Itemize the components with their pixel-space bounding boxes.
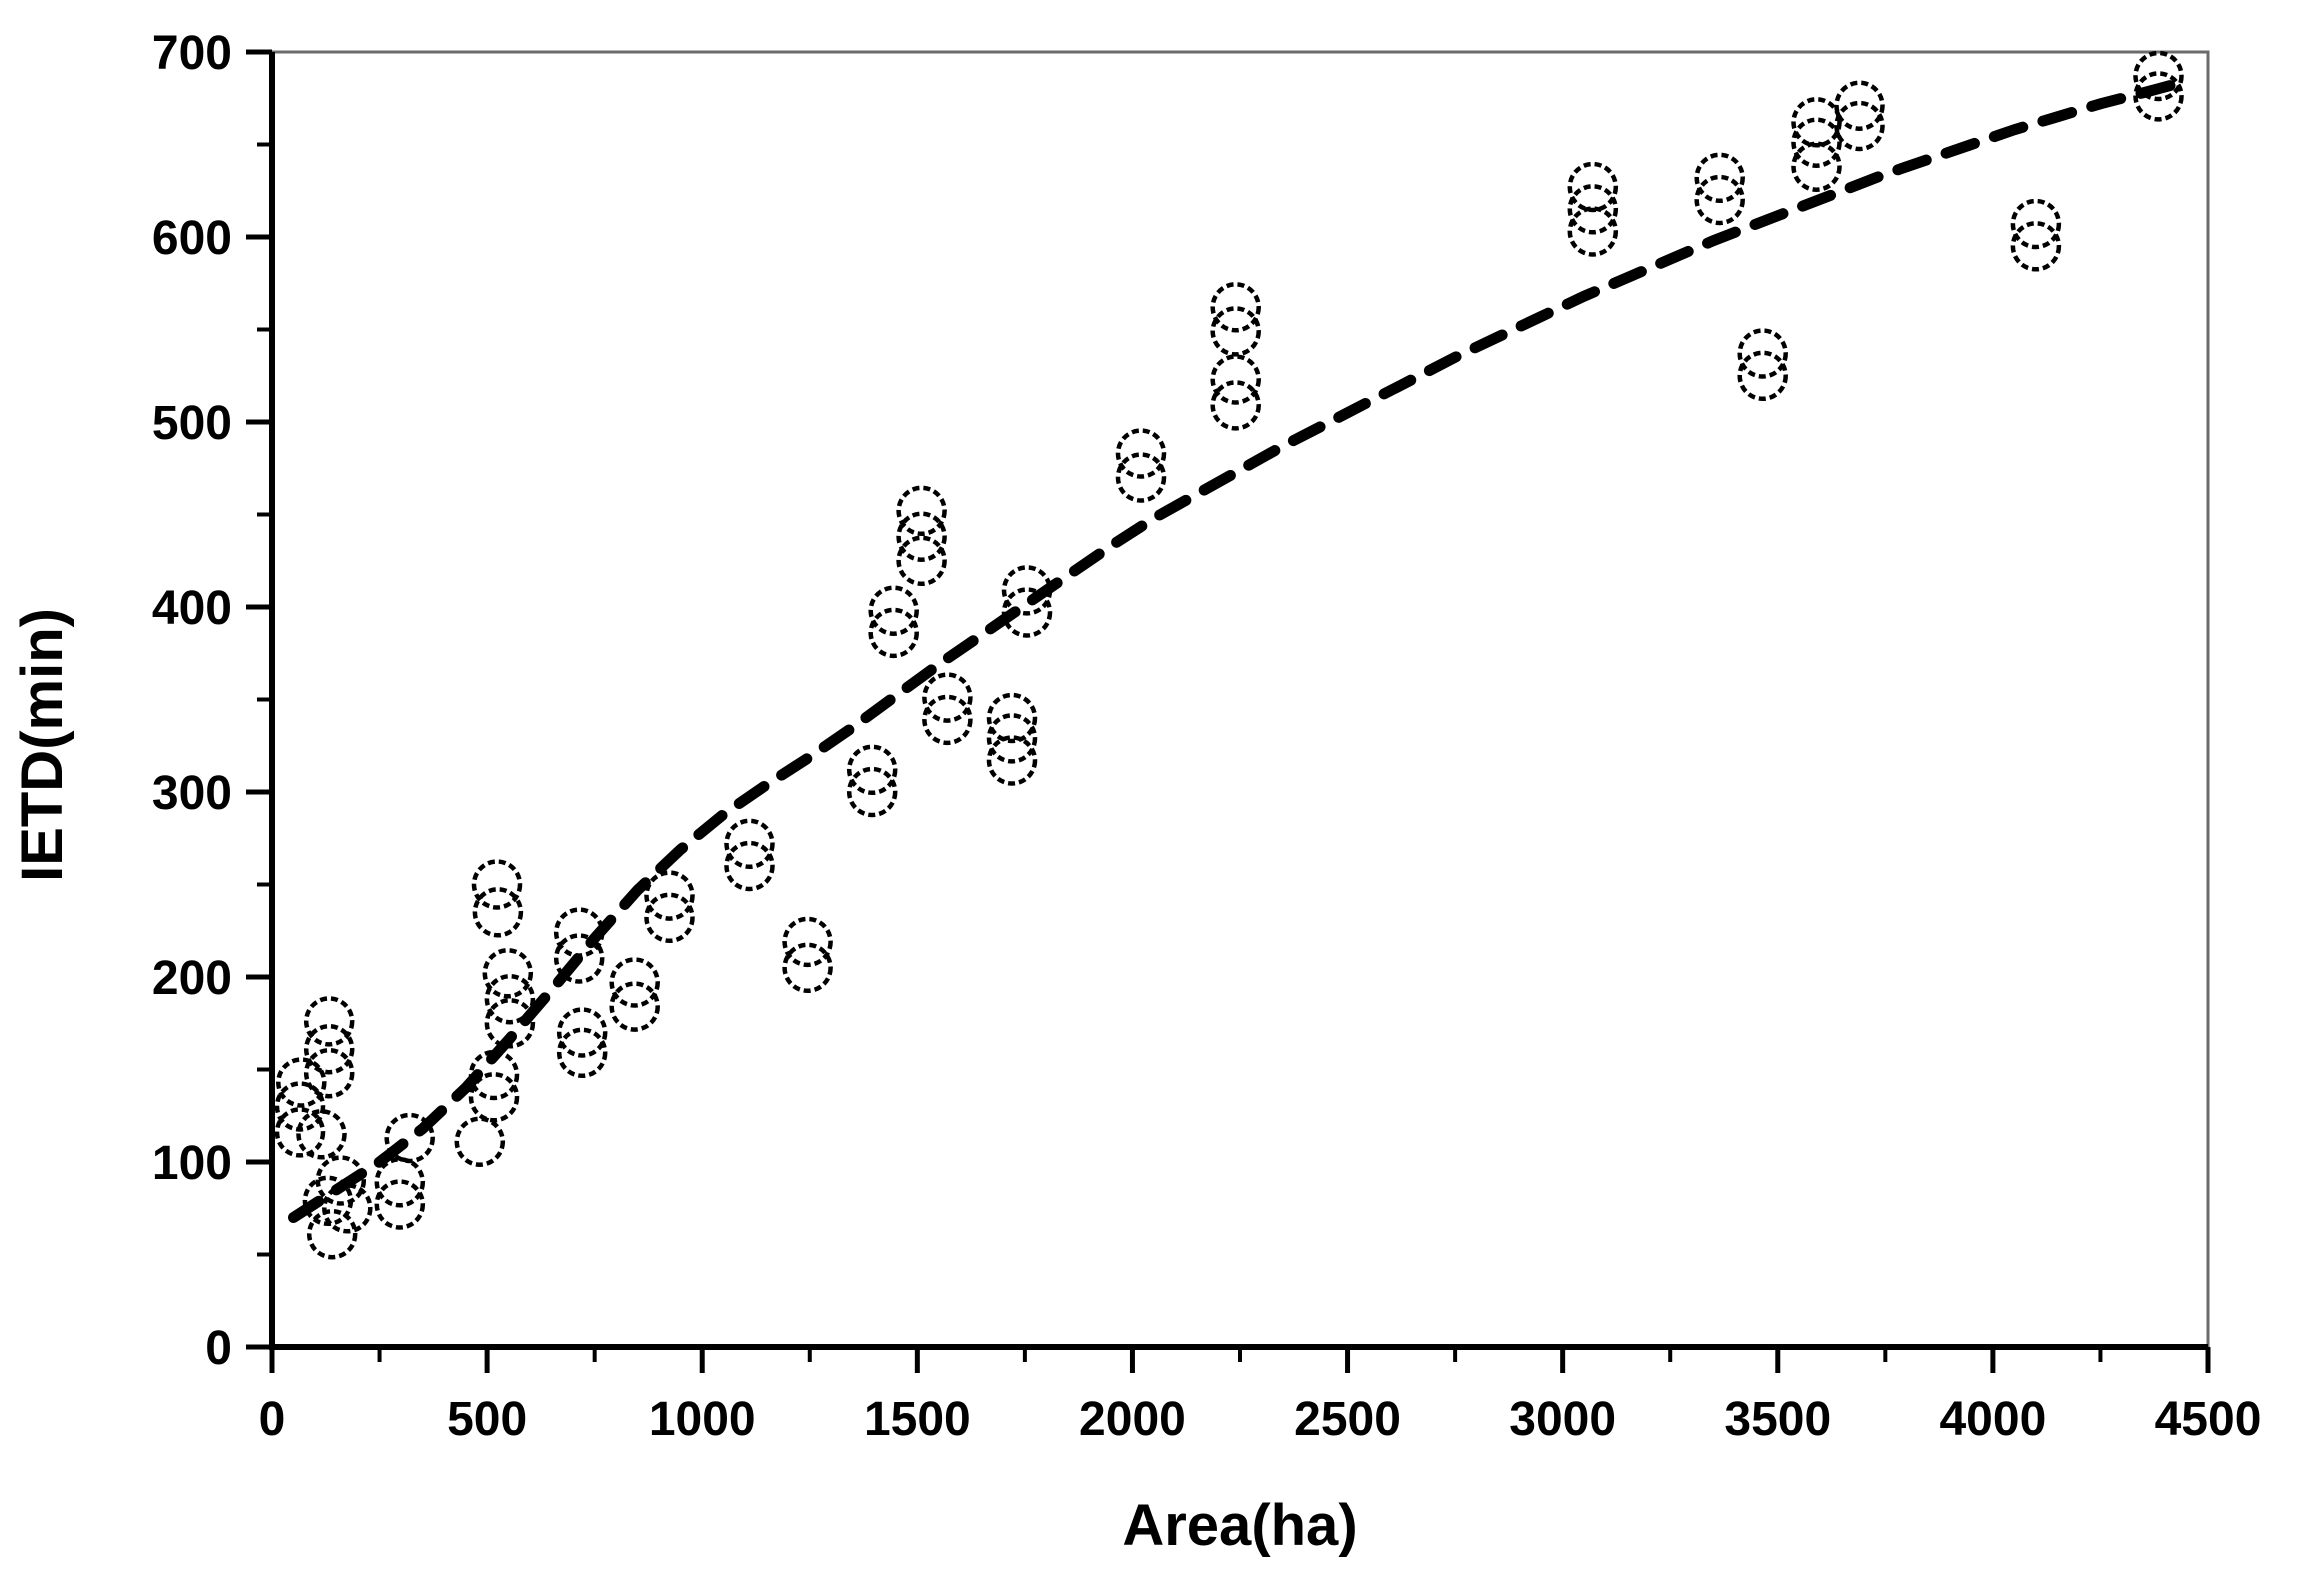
data-point	[1115, 452, 1167, 503]
x-axis-title: Area(ha)	[1122, 1493, 1357, 1558]
data-point	[303, 1023, 355, 1075]
data-point	[296, 1109, 347, 1160]
data-point	[782, 916, 833, 968]
data-point	[303, 1047, 355, 1099]
data-point	[471, 859, 523, 910]
data-point	[306, 1208, 358, 1260]
data-point	[482, 948, 534, 999]
x-tick-label: 3500	[1724, 1393, 1831, 1446]
data-point	[724, 818, 775, 870]
data-point	[374, 1179, 426, 1230]
data-point	[1791, 97, 1842, 148]
data-point	[315, 1155, 367, 1206]
data-point	[846, 744, 898, 796]
y-tick-label: 700	[152, 27, 232, 80]
x-tick-label: 1500	[864, 1393, 971, 1446]
y-tick-label: 500	[152, 397, 232, 450]
data-point	[322, 1183, 373, 1234]
data-point	[2010, 198, 2062, 250]
data-point	[1737, 328, 1788, 379]
data-point	[1567, 161, 1619, 213]
y-tick-label: 300	[152, 767, 232, 820]
data-point	[553, 907, 605, 958]
data-point	[1567, 206, 1619, 257]
y-axis-title: IETD(min)	[10, 608, 75, 882]
data-point	[609, 957, 660, 1008]
y-tick-label: 100	[152, 1137, 232, 1190]
data-point	[1001, 587, 1053, 638]
data-point	[454, 1116, 506, 1167]
data-point	[986, 735, 1038, 786]
data-point	[846, 766, 898, 818]
data-point	[276, 1057, 327, 1108]
data-point	[553, 933, 605, 984]
data-point	[472, 887, 524, 938]
data-point	[374, 1157, 426, 1208]
x-tick-label: 500	[447, 1393, 527, 1446]
x-tick-label: 1000	[649, 1393, 756, 1446]
data-point	[896, 485, 947, 537]
data-point	[644, 892, 695, 944]
data-point	[1001, 565, 1053, 616]
data-point	[1115, 428, 1167, 479]
data-point	[1834, 100, 1885, 152]
data-point	[2010, 221, 2062, 272]
data-point	[556, 1007, 608, 1058]
data-point	[986, 692, 1038, 744]
chart-render-layer: 0 100 200 300 400 500 600 700 0 500 1000 1500 2000 25…	[152, 27, 2261, 1446]
data-point	[2133, 50, 2184, 102]
data-point	[896, 511, 947, 562]
data-point	[644, 870, 695, 921]
data-point	[1567, 184, 1619, 235]
data-point	[484, 973, 536, 1025]
data-point	[1210, 380, 1261, 431]
data-point	[1834, 80, 1885, 131]
data-point	[724, 840, 775, 892]
data-point	[274, 1081, 326, 1132]
data-point	[556, 1027, 608, 1079]
x-tick-label: 0	[259, 1393, 286, 1446]
data-point	[468, 1049, 520, 1101]
data-point	[2133, 71, 2184, 122]
data-point	[484, 998, 536, 1049]
data-point	[468, 1072, 520, 1123]
y-tick-label: 200	[152, 952, 232, 1005]
data-point	[1694, 152, 1745, 204]
y-tick-label: 0	[205, 1322, 232, 1375]
data-point	[1737, 350, 1788, 402]
data-point	[868, 607, 919, 659]
data-point	[303, 996, 355, 1047]
y-tick-label: 400	[152, 582, 232, 635]
data-point	[986, 713, 1038, 764]
data-point	[896, 535, 947, 587]
data-point	[1694, 174, 1745, 226]
data-point	[868, 585, 919, 636]
data-point	[1210, 306, 1261, 357]
x-tick-label: 4000	[1939, 1393, 2046, 1446]
x-tick-label: 4500	[2155, 1393, 2262, 1446]
plot-frame	[270, 50, 2210, 1349]
data-point	[274, 1107, 326, 1158]
data-point	[1791, 141, 1842, 192]
data-point	[1791, 117, 1842, 168]
data-point	[782, 942, 833, 994]
data-point	[384, 1112, 435, 1164]
data-point	[922, 694, 973, 746]
data-point	[1210, 354, 1261, 405]
x-tick-label: 2500	[1294, 1393, 1401, 1446]
x-tick-label: 3000	[1509, 1393, 1616, 1446]
data-point	[922, 672, 973, 723]
x-tick-label: 2000	[1079, 1393, 1186, 1446]
data-point	[609, 981, 660, 1032]
trend-line	[288, 78, 2184, 1223]
data-point	[1210, 282, 1261, 333]
y-tick-label: 600	[152, 212, 232, 265]
